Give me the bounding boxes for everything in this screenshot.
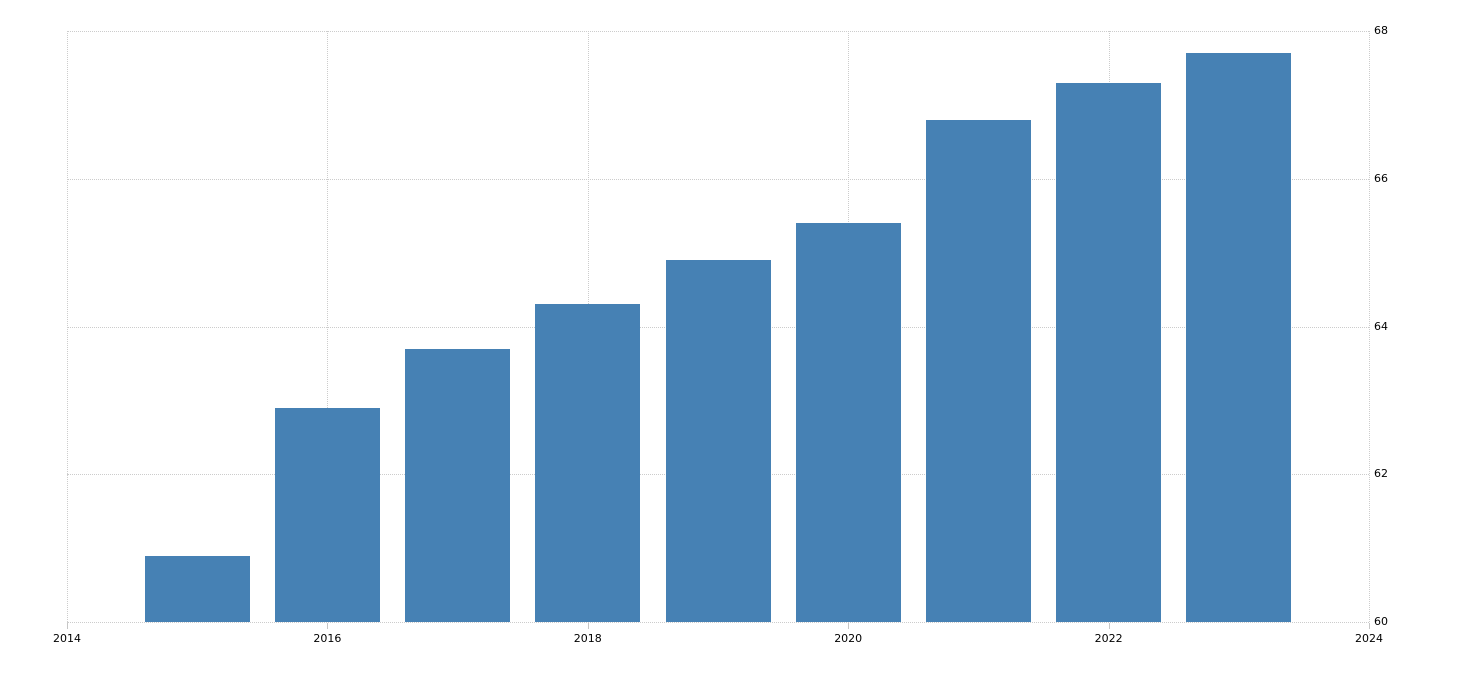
bar-2023[interactable] [1186, 53, 1292, 622]
bar-2015[interactable] [144, 555, 250, 622]
bar-2019[interactable] [665, 260, 771, 622]
x-tick-label: 2022 [1094, 632, 1123, 645]
plot-area [67, 31, 1370, 623]
x-tick-label: 2020 [834, 632, 863, 645]
y-tick-label: 64 [1374, 319, 1388, 333]
gridline-horizontal [67, 622, 1369, 623]
bar-2020[interactable] [795, 223, 901, 622]
gridline-vertical [1369, 31, 1370, 622]
gridline-horizontal [67, 31, 1369, 32]
bar-2022[interactable] [1056, 82, 1162, 622]
y-tick-label: 66 [1374, 171, 1388, 185]
x-tick-label: 2016 [313, 632, 342, 645]
y-tick-label: 62 [1374, 467, 1388, 481]
x-tick-label: 2024 [1355, 632, 1383, 645]
gridline-vertical [327, 31, 329, 622]
bar-2017[interactable] [405, 348, 511, 622]
x-tick-mark [1369, 623, 1370, 629]
x-tick-label: 2014 [53, 632, 81, 645]
x-tick-mark [67, 623, 68, 629]
x-tick-label: 2018 [573, 632, 602, 645]
y-tick-label: 68 [1374, 24, 1388, 37]
gridline-horizontal [67, 178, 1369, 180]
x-tick-mark [327, 623, 329, 629]
y-tick-label: 60 [1374, 615, 1388, 628]
bar-2018[interactable] [535, 304, 641, 622]
x-tick-mark [1108, 623, 1110, 629]
bar-2016[interactable] [274, 407, 380, 622]
x-tick-mark [848, 623, 850, 629]
gridline-vertical [67, 31, 68, 622]
x-tick-mark [587, 623, 589, 629]
bar-2021[interactable] [925, 119, 1031, 622]
